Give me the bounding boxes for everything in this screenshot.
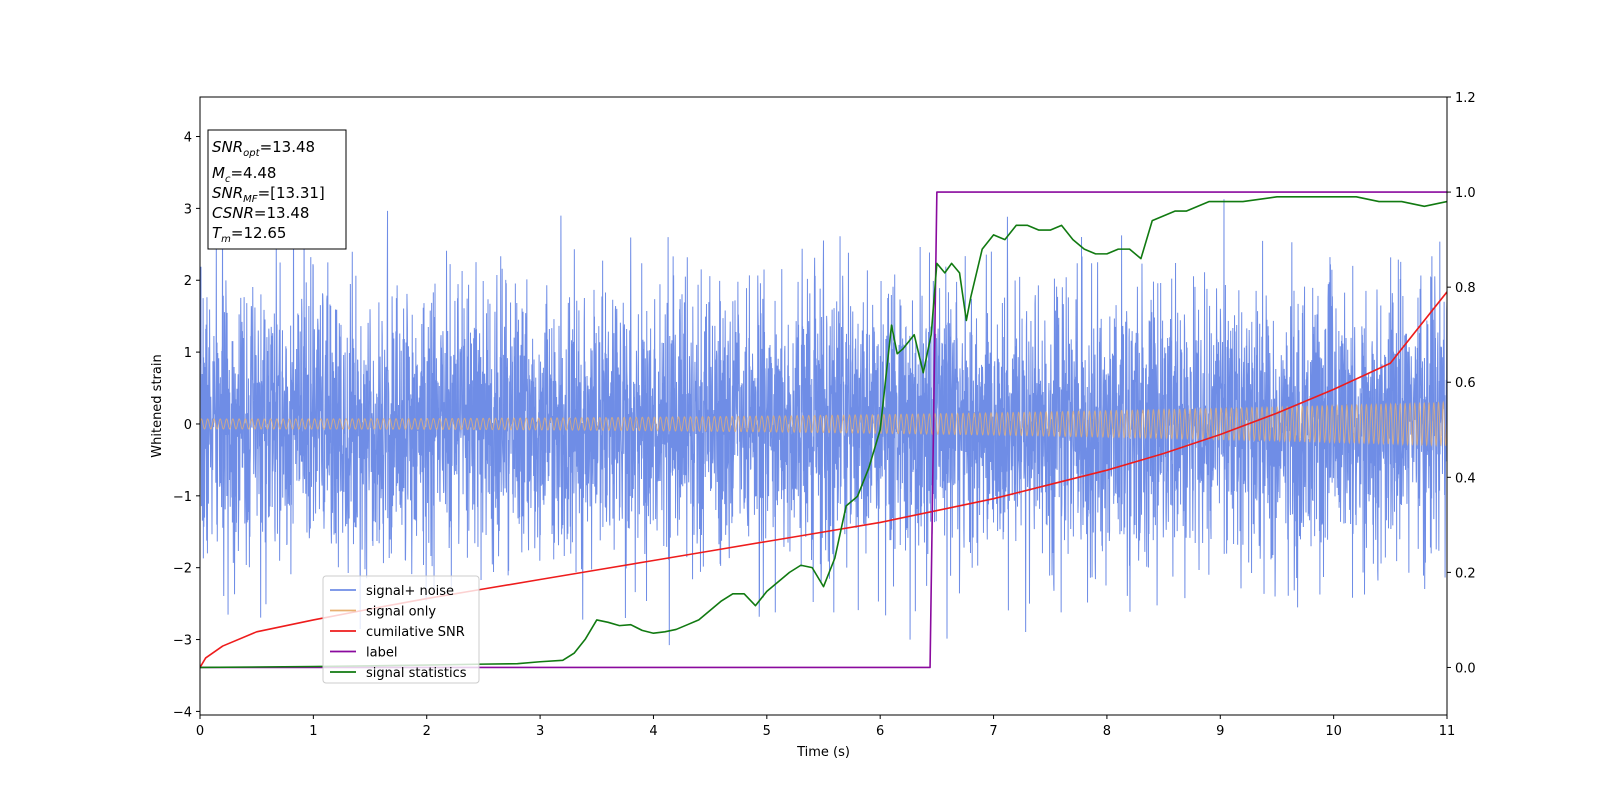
y-right-tick-label: 1.0 (1455, 186, 1476, 201)
y-left-tick-label: −4 (173, 705, 192, 720)
x-tick-label: 10 (1325, 724, 1342, 739)
x-tick-label: 9 (1216, 724, 1224, 739)
legend-label: signal only (366, 605, 436, 620)
x-tick-label: 11 (1439, 724, 1456, 739)
legend-frame (322, 575, 480, 684)
info-box: SNRopt=13.48 Mc=4.48 SNRMF=[13.31] CSNR=… (207, 129, 347, 250)
legend-label: label (366, 646, 397, 661)
series-signal-only (200, 400, 1447, 448)
y-right-tick-label: 0.6 (1455, 376, 1476, 391)
y-left-tick-label: −2 (173, 562, 192, 577)
y-left-tick-label: 4 (184, 131, 192, 146)
y-left-tick-label: −3 (173, 634, 192, 649)
info-snr-mf: SNRMF=[13.31] (212, 184, 325, 205)
y-right-tick-label: 0.8 (1455, 281, 1476, 296)
info-snr-opt: SNRopt=13.48 (212, 138, 315, 159)
info-csnr: CSNR=13.48 (212, 204, 309, 222)
y-right-tick-label: 0.2 (1455, 566, 1476, 581)
plot-frame (199, 96, 1448, 716)
y-axis-label: Whitened strain (150, 354, 165, 457)
y-left-tick-label: −1 (173, 490, 192, 505)
info-box-frame (207, 129, 347, 250)
x-tick-label: 6 (876, 724, 884, 739)
y-right-tick-label: 0.4 (1455, 471, 1476, 486)
legend-label: signal statistics (366, 666, 467, 681)
series-cumilative-snr (200, 291, 1447, 668)
x-tick-label: 1 (309, 724, 317, 739)
x-tick-label: 8 (1103, 724, 1111, 739)
y-right-tick-label: 0.0 (1455, 661, 1476, 676)
x-axis: 0 1 2 3 4 5 6 7 8 9 10 11 (196, 715, 1455, 739)
x-tick-label: 3 (536, 724, 544, 739)
series-layer (200, 191, 1447, 669)
legend-label: signal+ noise (366, 584, 454, 599)
legend-label: cumilative SNR (366, 625, 465, 640)
x-axis-label: Time (s) (796, 745, 850, 760)
series-label (200, 191, 1447, 669)
x-tick-label: 2 (423, 724, 431, 739)
x-tick-label: 4 (649, 724, 657, 739)
y-axis-left: −4 −3 −2 −1 0 1 2 3 4 (173, 131, 200, 720)
series-signal-statistics (200, 196, 1447, 669)
x-tick-label: 5 (763, 724, 771, 739)
x-tick-label: 7 (989, 724, 997, 739)
info-tm: Tm=12.65 (212, 224, 286, 245)
y-left-tick-label: 1 (184, 346, 192, 361)
x-tick-label: 0 (196, 724, 204, 739)
y-left-tick-label: 0 (184, 418, 192, 433)
y-left-tick-label: 2 (184, 274, 192, 289)
info-mc: Mc=4.48 (212, 164, 276, 185)
legend: signal+ noise signal only cumilative SNR la… (322, 575, 480, 684)
y-left-tick-label: 3 (184, 202, 192, 217)
y-right-tick-label: 1.2 (1455, 91, 1476, 106)
y-axis-right: 0.0 0.2 0.4 0.6 0.8 1.0 1.2 (1447, 91, 1476, 676)
